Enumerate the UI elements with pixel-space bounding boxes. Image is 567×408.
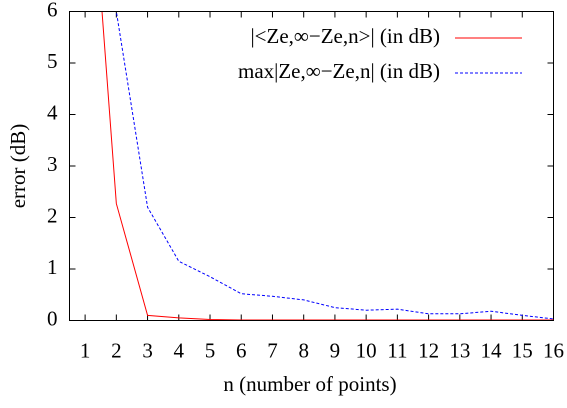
x-tick-label: 12 xyxy=(418,338,439,362)
x-tick-label: 1 xyxy=(80,338,91,362)
y-tick-label: 5 xyxy=(47,49,58,73)
x-tick-label: 8 xyxy=(298,338,309,362)
x-tick-label: 6 xyxy=(236,338,247,362)
x-tick-label: 5 xyxy=(205,338,216,362)
x-tick-label: 3 xyxy=(142,338,153,362)
x-tick-label: 7 xyxy=(267,338,278,362)
x-tick-label: 10 xyxy=(356,338,377,362)
series-line xyxy=(101,12,554,320)
y-tick-label: 3 xyxy=(47,152,58,176)
x-tick-label: 11 xyxy=(387,338,407,362)
y-tick-label: 0 xyxy=(47,306,58,330)
y-axis-label: error (dB) xyxy=(6,124,30,209)
y-tick-label: 6 xyxy=(47,0,58,21)
y-tick-label: 2 xyxy=(47,203,58,227)
series-line xyxy=(115,12,554,320)
x-tick-label: 13 xyxy=(449,338,470,362)
legend-label: max|Ze,∞−Ze,n| (in dB) xyxy=(238,59,440,83)
x-tick-label: 4 xyxy=(174,338,185,362)
x-axis-label: n (number of points) xyxy=(223,372,396,396)
x-tick-label: 2 xyxy=(111,338,122,362)
x-tick-label: 14 xyxy=(481,338,503,362)
x-tick-label: 16 xyxy=(543,338,564,362)
legend-label: |<Ze,∞−Ze,n>| (in dB) xyxy=(250,24,440,48)
x-tick-label: 9 xyxy=(330,338,341,362)
y-tick-label: 1 xyxy=(47,255,58,279)
x-tick-label: 15 xyxy=(512,338,533,362)
y-tick-label: 4 xyxy=(47,100,58,124)
